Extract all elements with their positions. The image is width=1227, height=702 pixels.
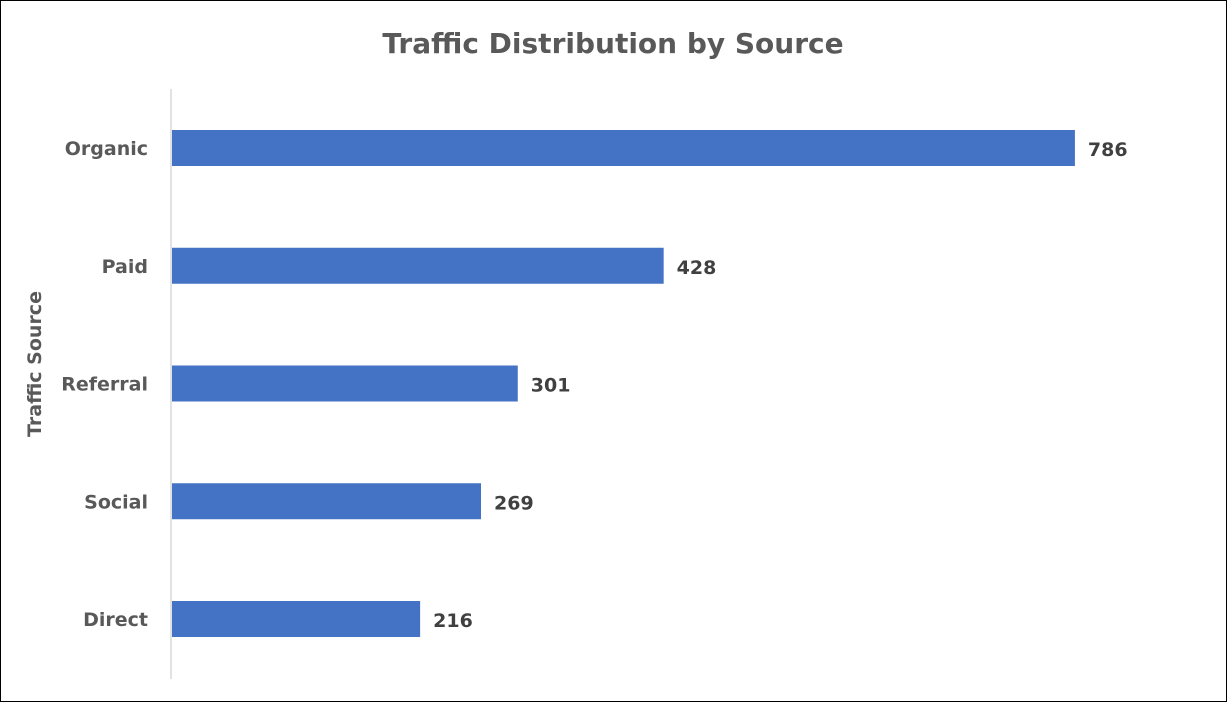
data-label-referral: 301 <box>531 375 571 397</box>
bars-group <box>172 130 1075 637</box>
tick-label-direct: Direct <box>83 609 148 631</box>
data-label-direct: 216 <box>433 610 473 632</box>
bar-organic <box>172 130 1075 166</box>
tick-label-referral: Referral <box>61 374 148 396</box>
data-labels: 786 428 301 269 216 <box>433 139 1127 632</box>
tick-label-paid: Paid <box>102 256 148 278</box>
tick-label-organic: Organic <box>65 138 148 160</box>
bar-paid <box>172 247 664 284</box>
chart-title: Traffic Distribution by Source <box>382 27 843 60</box>
bar-direct <box>172 601 421 637</box>
category-tick-labels: Organic Paid Referral Social Direct <box>61 138 148 631</box>
data-label-paid: 428 <box>677 257 717 279</box>
bar-referral <box>172 365 518 402</box>
data-label-social: 269 <box>494 492 534 514</box>
y-axis-title: Traffic Source <box>24 291 46 437</box>
data-label-organic: 786 <box>1088 139 1128 161</box>
tick-label-social: Social <box>84 491 148 513</box>
bar-social <box>172 483 482 520</box>
